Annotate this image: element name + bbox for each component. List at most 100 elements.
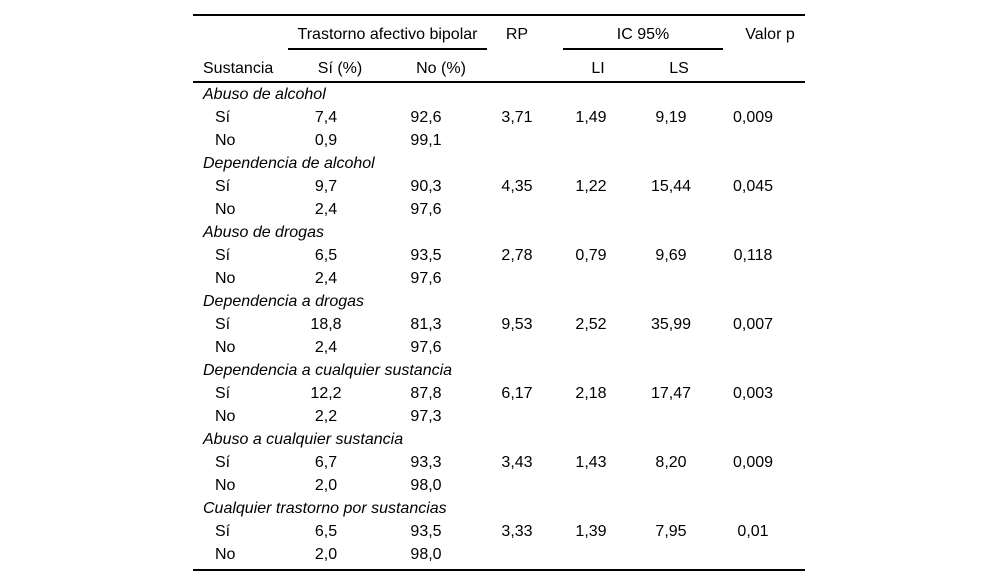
cell-rp bbox=[493, 474, 541, 497]
cell-rp bbox=[493, 405, 541, 428]
cell-li: 1,43 bbox=[575, 454, 607, 471]
cell-no-pct: 87,8 bbox=[410, 385, 442, 402]
row-level: No bbox=[215, 546, 236, 563]
table-row: No 2,4 97,6 bbox=[193, 198, 805, 221]
cell-no-pct: 81,3 bbox=[410, 316, 442, 333]
row-level: No bbox=[215, 201, 236, 218]
section-label: Abuso de alcohol bbox=[203, 86, 326, 103]
cell-pvalue bbox=[701, 543, 805, 566]
section-header-row: Abuso de alcohol bbox=[193, 83, 805, 106]
section-label: Dependencia de alcohol bbox=[203, 155, 375, 172]
cell-rp: 3,43 bbox=[501, 454, 533, 471]
cell-yes-pct: 2,4 bbox=[314, 270, 338, 287]
section-label: Dependencia a drogas bbox=[203, 293, 365, 310]
cell-rp bbox=[493, 267, 541, 290]
cell-ls: 9,19 bbox=[655, 109, 687, 126]
cell-yes-pct: 6,5 bbox=[314, 247, 338, 264]
cell-ls: 35,99 bbox=[650, 316, 692, 333]
section-header-row: Cualquier trastorno por sustancias bbox=[193, 497, 805, 520]
cell-li bbox=[541, 405, 641, 428]
cell-li: 2,52 bbox=[575, 316, 607, 333]
cell-ls: 7,95 bbox=[655, 523, 687, 540]
cell-pvalue: 0,045 bbox=[732, 178, 774, 195]
table-bottom-rule bbox=[193, 569, 805, 571]
column-header-substance: Sustancia bbox=[203, 60, 274, 77]
cell-yes-pct: 2,2 bbox=[314, 408, 338, 425]
table-row: Sí 6,5 93,5 2,78 0,79 9,69 0,118 bbox=[193, 244, 805, 267]
cell-no-pct: 97,6 bbox=[410, 339, 442, 356]
table-row: Sí 18,8 81,3 9,53 2,52 35,99 0,007 bbox=[193, 313, 805, 336]
cell-pvalue bbox=[701, 336, 805, 359]
cell-rp: 4,35 bbox=[501, 178, 533, 195]
cell-yes-pct: 6,7 bbox=[314, 454, 338, 471]
ci95-group-underline bbox=[563, 48, 723, 50]
column-header-ls: LS bbox=[669, 60, 689, 77]
cell-no-pct: 90,3 bbox=[410, 178, 442, 195]
cell-li bbox=[541, 336, 641, 359]
row-level: No bbox=[215, 270, 236, 287]
column-header-yes-pct: Sí (%) bbox=[317, 60, 363, 77]
table-row: Sí 6,5 93,5 3,33 1,39 7,95 0,01 bbox=[193, 520, 805, 543]
cell-pvalue: 0,009 bbox=[732, 454, 774, 471]
column-header-pvalue: Valor p bbox=[745, 26, 795, 43]
row-level: Sí bbox=[215, 247, 231, 264]
table-top-rule bbox=[193, 14, 805, 16]
cell-no-pct: 98,0 bbox=[410, 546, 442, 563]
cell-ls: 15,44 bbox=[650, 178, 692, 195]
cell-no-pct: 99,1 bbox=[410, 132, 442, 149]
section-header-row: Dependencia de alcohol bbox=[193, 152, 805, 175]
cell-ls bbox=[641, 405, 701, 428]
cell-yes-pct: 18,8 bbox=[310, 316, 342, 333]
table-row: No 2,2 97,3 bbox=[193, 405, 805, 428]
cell-pvalue: 0,009 bbox=[732, 109, 774, 126]
row-level: Sí bbox=[215, 385, 231, 402]
table-row: No 2,0 98,0 bbox=[193, 474, 805, 497]
cell-ls bbox=[641, 336, 701, 359]
cell-ls: 17,47 bbox=[650, 385, 692, 402]
header-bottom-rule bbox=[193, 81, 805, 83]
cell-yes-pct: 2,0 bbox=[314, 477, 338, 494]
cell-no-pct: 93,5 bbox=[410, 247, 442, 264]
cell-rp: 2,78 bbox=[501, 247, 533, 264]
section-label: Abuso a cualquier sustancia bbox=[203, 431, 404, 448]
cell-li bbox=[541, 198, 641, 221]
cell-no-pct: 97,6 bbox=[410, 270, 442, 287]
cell-ls bbox=[641, 474, 701, 497]
cell-li bbox=[541, 129, 641, 152]
cell-no-pct: 97,6 bbox=[410, 201, 442, 218]
table-row: No 2,4 97,6 bbox=[193, 336, 805, 359]
cell-ls: 9,69 bbox=[655, 247, 687, 264]
cell-pvalue: 0,118 bbox=[733, 247, 773, 264]
row-level: Sí bbox=[215, 523, 231, 540]
row-level: No bbox=[215, 477, 236, 494]
cell-rp: 3,33 bbox=[501, 523, 533, 540]
table-row: No 2,4 97,6 bbox=[193, 267, 805, 290]
cell-rp bbox=[493, 336, 541, 359]
table-body: Abuso de alcohol Sí 7,4 92,6 3,71 1,49 9… bbox=[193, 83, 805, 566]
section-label: Cualquier trastorno por sustancias bbox=[203, 500, 447, 517]
section-label: Abuso de drogas bbox=[203, 224, 324, 241]
row-level: No bbox=[215, 132, 236, 149]
cell-li: 1,49 bbox=[575, 109, 607, 126]
cell-pvalue bbox=[701, 474, 805, 497]
cell-pvalue: 0,01 bbox=[737, 523, 769, 540]
cell-li bbox=[541, 543, 641, 566]
cell-pvalue bbox=[701, 129, 805, 152]
cell-li bbox=[541, 474, 641, 497]
cell-rp bbox=[493, 198, 541, 221]
cell-no-pct: 92,6 bbox=[410, 109, 442, 126]
column-header-li: LI bbox=[591, 60, 605, 77]
cell-li: 0,79 bbox=[575, 247, 607, 264]
statistics-table: Trastorno afectivo bipolar RP IC 95% Val… bbox=[193, 14, 805, 571]
cell-pvalue bbox=[701, 198, 805, 221]
cell-yes-pct: 9,7 bbox=[314, 178, 338, 195]
row-level: Sí bbox=[215, 109, 231, 126]
cell-ls bbox=[641, 129, 701, 152]
cell-pvalue: 0,003 bbox=[732, 385, 774, 402]
cell-ls bbox=[641, 267, 701, 290]
cell-no-pct: 93,5 bbox=[410, 523, 442, 540]
table-row: Sí 6,7 93,3 3,43 1,43 8,20 0,009 bbox=[193, 451, 805, 474]
cell-ls bbox=[641, 543, 701, 566]
table-row: Sí 7,4 92,6 3,71 1,49 9,19 0,009 bbox=[193, 106, 805, 129]
cell-pvalue: 0,007 bbox=[732, 316, 774, 333]
